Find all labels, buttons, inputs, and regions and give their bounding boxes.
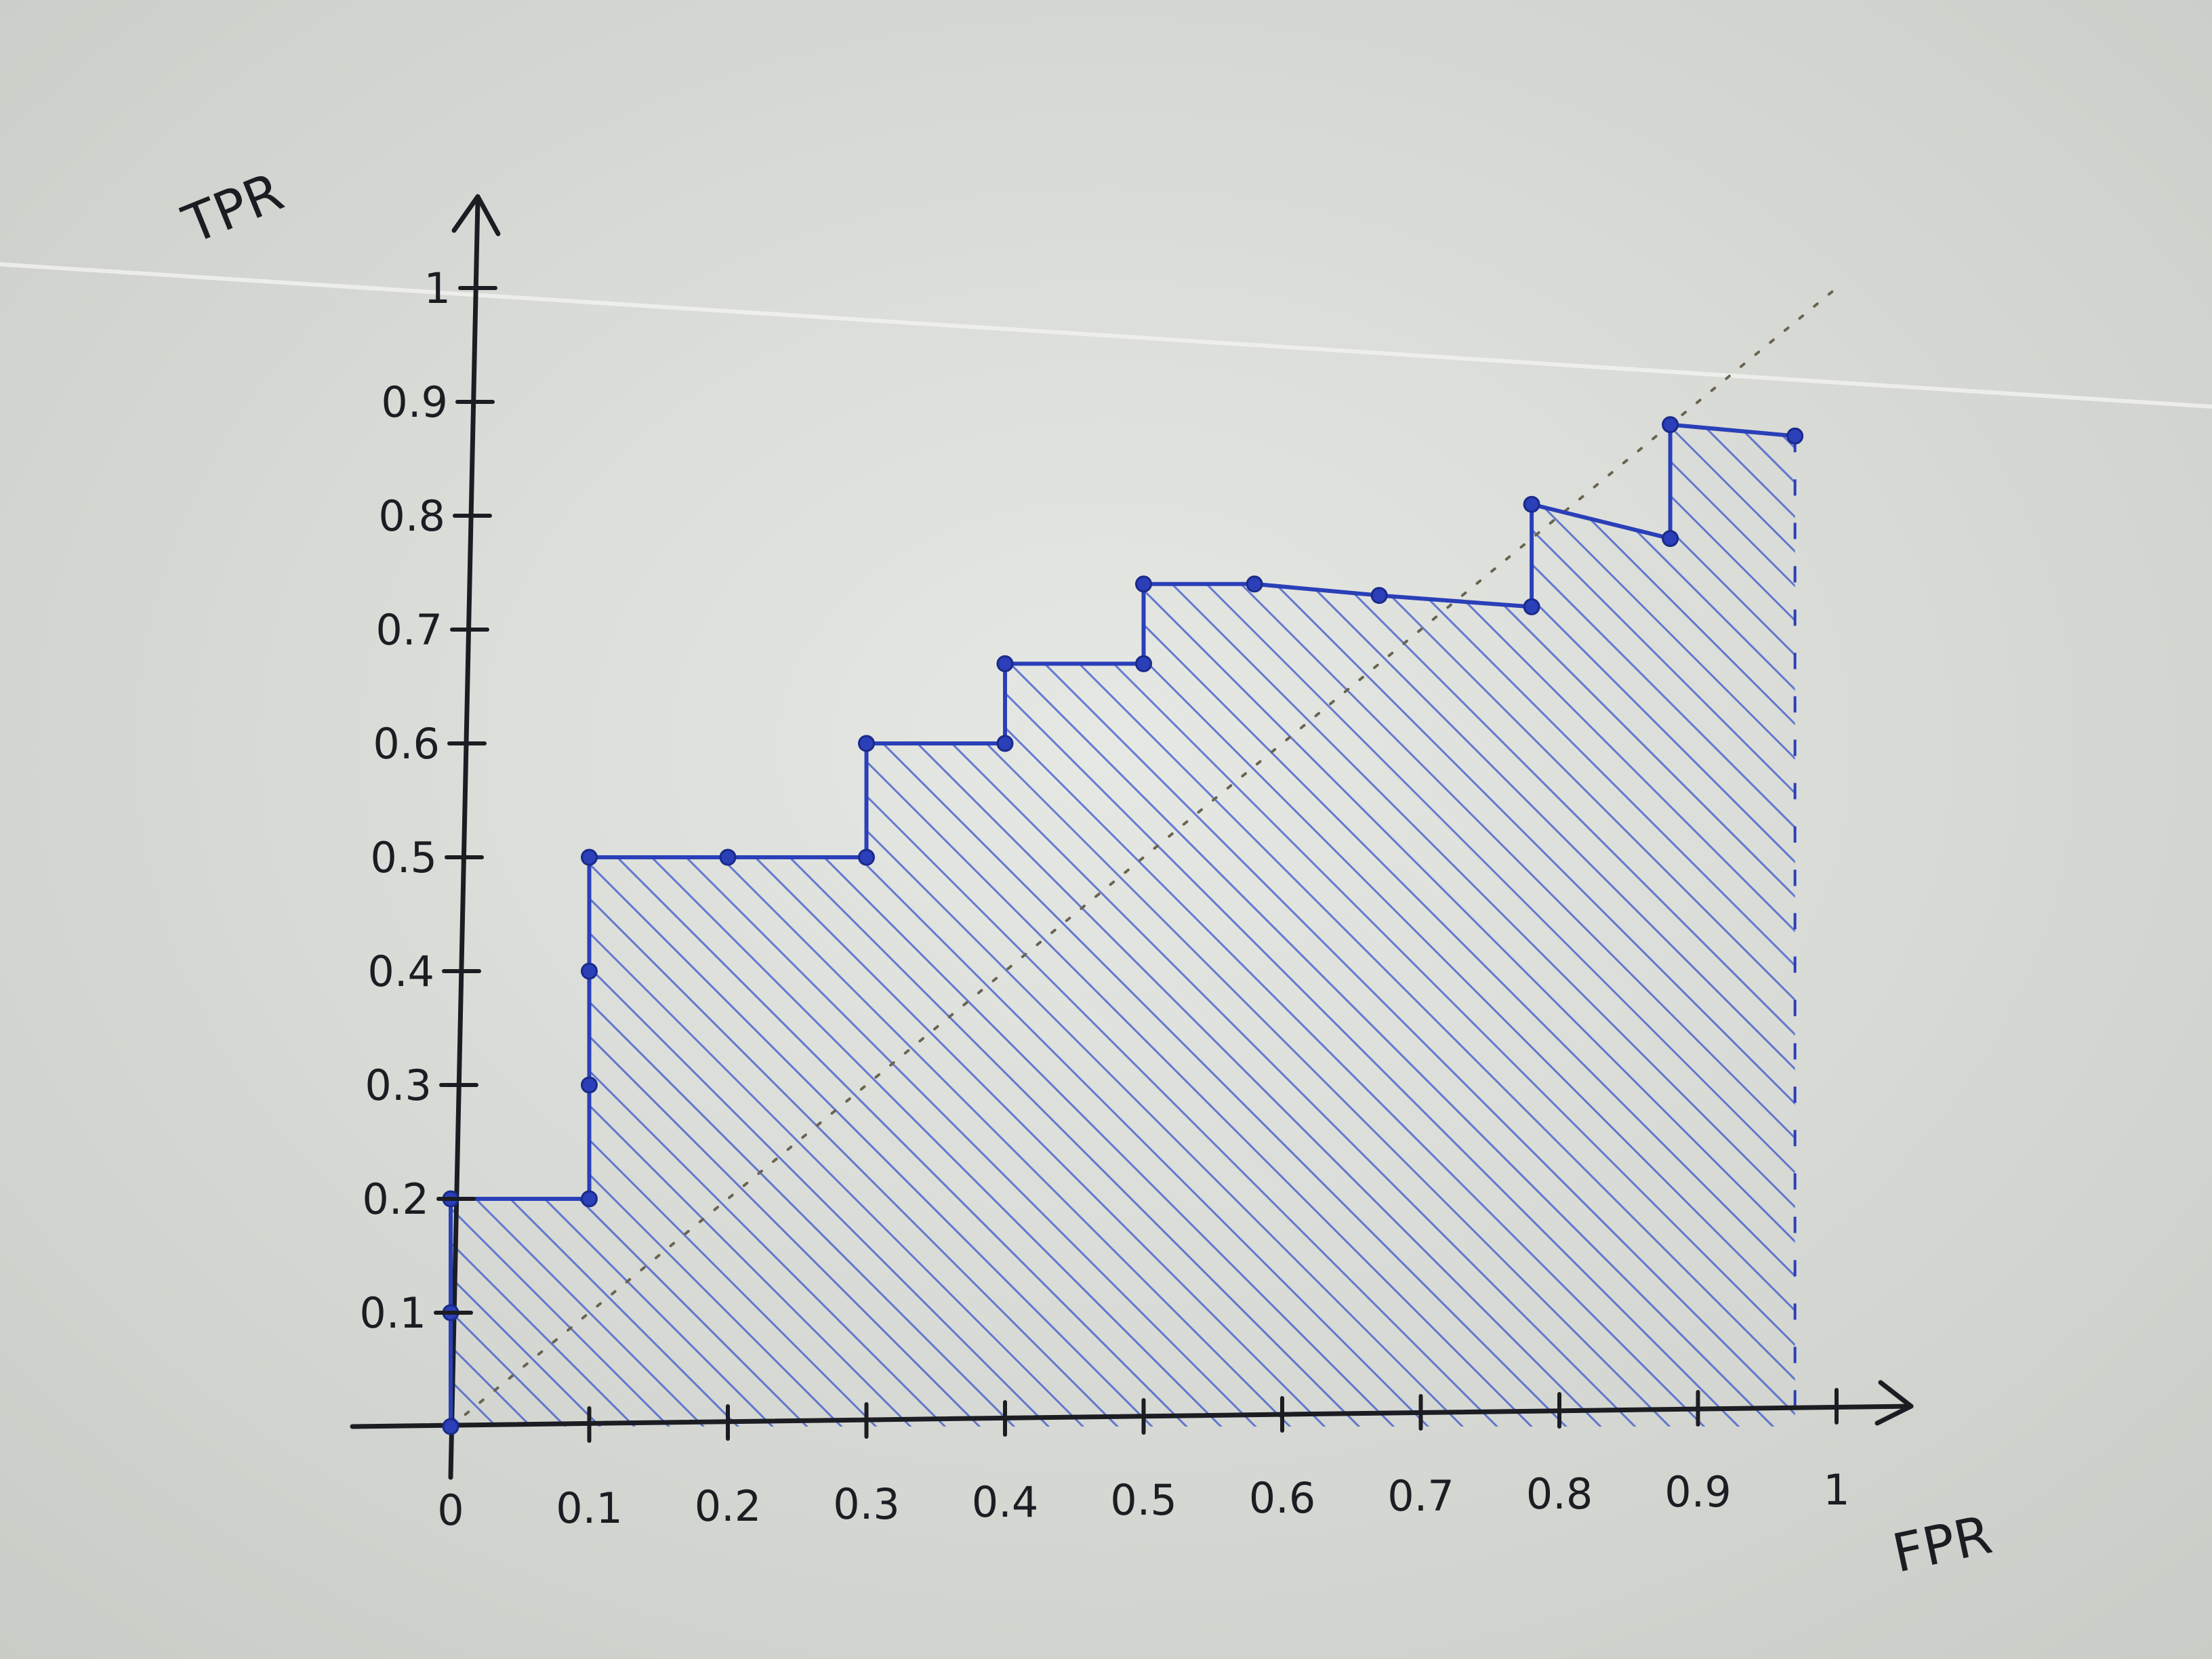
- x-tick-label: 0.9: [1664, 1467, 1732, 1517]
- roc-point: [581, 1076, 598, 1094]
- y-tick-label: 0.3: [365, 1061, 432, 1110]
- random-diagonal: [449, 287, 1838, 1428]
- y-tick-label: 0.2: [362, 1174, 429, 1224]
- roc-point: [1135, 655, 1152, 672]
- x-tick-label: 0.8: [1526, 1469, 1593, 1519]
- y-axis-arrow: [451, 194, 501, 237]
- x-tick-label: 0.7: [1387, 1471, 1454, 1521]
- x-axis-ticks: 0 0.1 0.2 0.3 0.4 0.5 0.6 0.7 0.8 0.9 1: [437, 1388, 1850, 1535]
- roc-point: [1370, 587, 1388, 605]
- x-tick-label: 0.6: [1249, 1473, 1316, 1523]
- roc-point: [996, 655, 1014, 672]
- x-axis-line: [350, 1404, 1914, 1429]
- y-tick-label: 0.7: [375, 605, 443, 655]
- auc-hatch-fill: [451, 424, 1795, 1427]
- auc-hatch-area: [451, 424, 1797, 1427]
- roc-point: [996, 735, 1014, 752]
- y-tick-label: 0.4: [367, 947, 434, 996]
- x-tick-label: 0.1: [556, 1483, 623, 1533]
- y-tick-label: 0.8: [378, 491, 445, 541]
- y-tick-label: 1: [424, 264, 451, 313]
- x-tick-label: 0.5: [1110, 1475, 1177, 1525]
- x-tick-label: 0.3: [833, 1479, 900, 1529]
- roc-point: [581, 1190, 598, 1208]
- roc-point: [1135, 575, 1152, 593]
- y-tick-label: 0.9: [381, 377, 448, 427]
- roc-point: [1523, 495, 1540, 513]
- y-tick-label: 0.5: [370, 833, 437, 882]
- x-axis-arrow: [1875, 1380, 1914, 1426]
- roc-point: [581, 962, 598, 980]
- roc-point: [1523, 598, 1540, 615]
- roc-point: [858, 848, 875, 866]
- diagonal-line: [449, 287, 1838, 1428]
- y-tick-label: 0.6: [373, 719, 440, 769]
- paper-fold: [0, 262, 2212, 409]
- roc-points: [442, 416, 1804, 1435]
- y-tick-label: 0.1: [359, 1288, 426, 1338]
- roc-point: [858, 735, 875, 752]
- x-tick-label: 0: [437, 1486, 464, 1535]
- x-tick-label: 1: [1823, 1465, 1849, 1515]
- y-axis-ticks: 0.1 0.2 0.3 0.4 0.5 0.6 0.7 0.8 0.9 1: [359, 264, 497, 1338]
- roc-point: [442, 1418, 459, 1435]
- roc-point: [1786, 427, 1804, 445]
- axes: [350, 194, 1914, 1480]
- x-tick-label: 0.4: [972, 1477, 1039, 1527]
- roc-point: [1662, 416, 1679, 434]
- y-axis-line: [448, 197, 480, 1480]
- roc-point: [1662, 530, 1679, 548]
- x-tick-label: 0.2: [695, 1481, 762, 1531]
- roc-point: [581, 848, 598, 866]
- roc-point: [719, 848, 737, 866]
- roc-point: [1246, 575, 1263, 593]
